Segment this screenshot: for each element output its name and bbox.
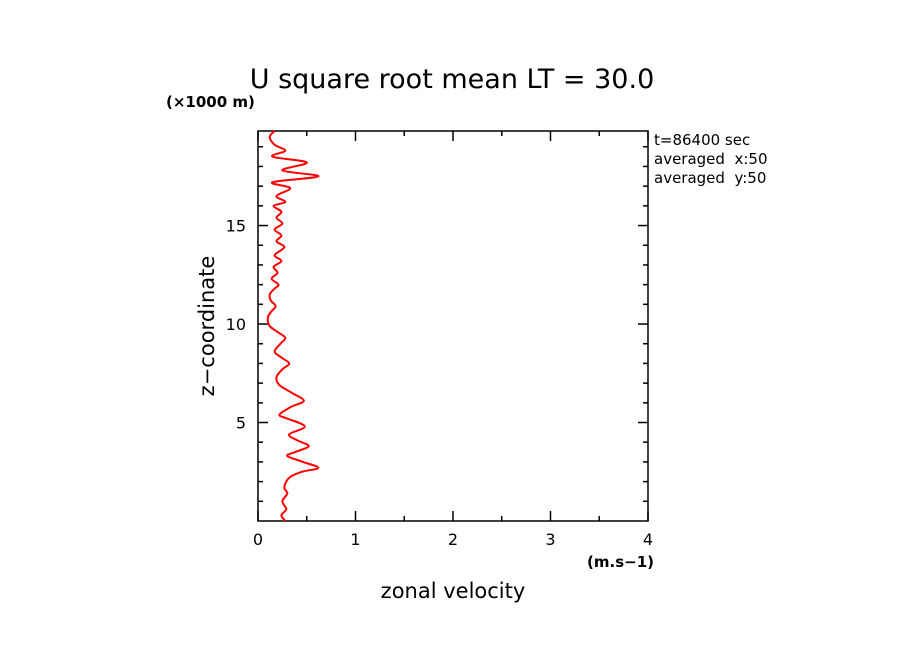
y-axis-unit: (×1000 m) <box>166 93 255 111</box>
x-tick-labels: 0 1 2 3 4 <box>253 530 653 549</box>
plot-frame <box>257 130 649 522</box>
axis-ticks <box>257 131 649 521</box>
y-tick-label: 10 <box>226 315 246 334</box>
x-tick-label: 0 <box>253 530 263 549</box>
y-tick-label: 5 <box>236 414 246 433</box>
series-line <box>266 130 320 522</box>
x-axis-label: zonal velocity <box>381 579 526 603</box>
annotation-line: averaged x:50 <box>654 150 767 168</box>
annotation-line: averaged y:50 <box>654 169 766 187</box>
y-tick-labels: 5 10 15 <box>226 217 246 433</box>
x-tick-label: 1 <box>350 530 360 549</box>
x-tick-label: 2 <box>448 530 458 549</box>
y-axis-label: z−coordinate <box>195 256 219 397</box>
chart-title: U square root mean LT = 30.0 <box>250 64 655 95</box>
y-tick-label: 15 <box>226 217 246 236</box>
x-tick-label: 3 <box>545 530 555 549</box>
annotation-line: t=86400 sec <box>654 131 750 149</box>
x-tick-label: 4 <box>643 530 653 549</box>
x-axis-unit: (m.s−1) <box>587 553 654 571</box>
